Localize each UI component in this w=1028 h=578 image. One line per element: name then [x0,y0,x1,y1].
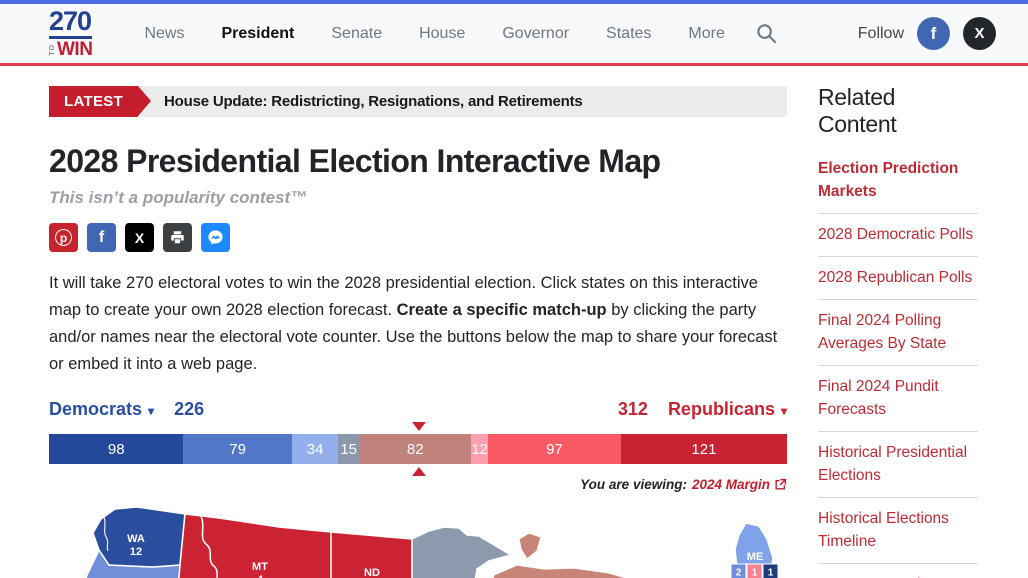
bar-segment-rep-82[interactable]: 82 [358,434,472,464]
related-links: Election Prediction Markets 2028 Democrat… [818,148,978,578]
me-district-2-value: 1 [752,568,758,578]
related-content-heading: Related Content [818,84,897,137]
follow-label: Follow [857,24,904,42]
top-accent-bar [0,0,1028,4]
electoral-bar: 98 79 34 15 82 12 97 121 [49,434,787,464]
chevron-down-icon: ▾ [148,404,155,418]
printer-icon [171,231,184,245]
needed-270-marker-bottom [412,467,427,476]
main-nav: News President Senate House Governor States Mo… [144,25,724,43]
bar-segment-rep-97[interactable]: 97 [487,434,621,464]
messenger-icon [208,230,223,245]
related-content-sidebar: Related Content Election Prediction Mark… [818,84,978,578]
related-link[interactable]: Final 2024 Pundit Forecasts [818,366,978,432]
logo-win-text: WIN [57,39,93,60]
x-follow-button[interactable]: X [963,17,996,50]
viewing-row: You are viewing: 2024 Margin [49,477,787,492]
me-district-box-2[interactable] [746,563,763,578]
us-electoral-map[interactable]: WA 12 MT 4 ND 3 MN 10 ME VT 2 1 1 [49,503,787,578]
related-link[interactable]: Election Prediction Markets [818,148,978,214]
nav-item-president[interactable]: President [221,24,295,42]
page-title: 2028 Presidential Election Interactive M… [49,143,661,179]
me-district-3-value: 1 [768,568,774,578]
nd-label: ND [364,567,380,578]
related-link[interactable]: Historical Presidential Elections [818,432,978,498]
page-subtitle: This isn’t a popularity contest™ [49,188,308,207]
site-header: 270 TO WIN News President Senate House Gover… [0,4,1028,66]
pinterest-icon: p [55,229,72,246]
nav-item-house[interactable]: House [419,24,466,42]
bar-segment-dem-34[interactable]: 34 [291,434,339,464]
logo-270-text: 270 [49,8,93,39]
latest-badge: LATEST [49,86,152,117]
state-mn[interactable] [411,526,513,578]
main-column: LATEST House Update: Redistricting, Resi… [49,69,787,578]
site-logo[interactable]: 270 TO WIN [49,8,93,60]
democrats-selector[interactable]: Democrats ▾ 226 [49,399,204,420]
me-district-box-1[interactable] [730,563,747,578]
search-icon [757,24,777,44]
republicans-label[interactable]: Republicans [667,399,775,419]
me-district-box-3[interactable] [762,563,779,578]
republicans-selector[interactable]: 312 Republicans ▾ [618,399,787,420]
wa-label: WA [127,533,145,545]
viewing-label: You are viewing: [580,477,687,492]
nav-item-news[interactable]: News [144,24,185,42]
republicans-total: 312 [617,399,648,419]
share-pinterest-button[interactable]: p [49,223,78,252]
external-link-icon [775,478,787,490]
share-x-button[interactable]: X [125,223,154,252]
related-link[interactable]: Final 2024 Polling Averages By State [818,300,978,366]
democrats-total: 226 [174,399,205,419]
chevron-down-icon: ▾ [780,404,787,418]
nav-item-senate[interactable]: Senate [331,24,383,42]
state-mi-up[interactable] [489,564,641,578]
related-link[interactable]: 2028 Democratic Polls [818,214,978,257]
bar-segment-dem-79[interactable]: 79 [183,434,292,464]
nav-item-states[interactable]: States [606,24,652,42]
related-link[interactable]: 2028 Republican Polls [818,257,978,300]
intro-text-bold: Create a specific match-up [396,301,607,319]
nav-item-more[interactable]: More [688,24,725,42]
me-label: ME [747,551,764,563]
share-print-button[interactable] [163,223,192,252]
me-district-1-value: 2 [736,568,742,578]
search-button[interactable] [755,22,778,45]
bar-segment-rep-12[interactable]: 12 [471,434,488,464]
x-icon: X [974,25,985,42]
intro-text-after: by clicking the party and/or names near … [49,301,778,373]
wa-ev: 12 [130,546,142,558]
intro-text-before: It will take 270 electoral votes to win … [49,274,758,319]
related-link[interactable]: Historical Elections Timeline [818,498,978,564]
intro-paragraph: It will take 270 electoral votes to win … [49,270,787,378]
needed-270-marker-top [412,422,427,431]
viewing-margin-link[interactable]: 2024 Margin [692,477,787,492]
related-link[interactable]: How To Use The Interactive Map [818,564,978,578]
bar-segment-rep-121[interactable]: 121 [620,434,787,464]
mt-ev: 4 [257,574,264,578]
bar-segment-toss-15[interactable]: 15 [338,434,359,464]
democrats-label[interactable]: Democrats [49,399,143,419]
logo-to-text: TO [49,43,56,56]
latest-headline-link[interactable]: House Update: Redistricting, Resignation… [164,93,583,110]
electoral-bar-wrap: 98 79 34 15 82 12 97 121 [49,422,787,476]
nav-item-governor[interactable]: Governor [502,24,570,42]
latest-banner: LATEST House Update: Redistricting, Resi… [49,86,787,117]
bar-segment-dem-98[interactable]: 98 [49,434,184,464]
state-mi-keweenaw[interactable] [518,532,542,560]
electoral-counter-header: Democrats ▾ 226 312 Republicans ▾ [49,399,787,420]
facebook-follow-button[interactable]: f [917,17,950,50]
mt-label: MT [252,561,268,573]
share-messenger-button[interactable] [201,223,230,252]
viewing-link-text: 2024 Margin [691,477,770,492]
facebook-icon: f [930,23,937,43]
share-facebook-button[interactable]: f [87,223,116,252]
